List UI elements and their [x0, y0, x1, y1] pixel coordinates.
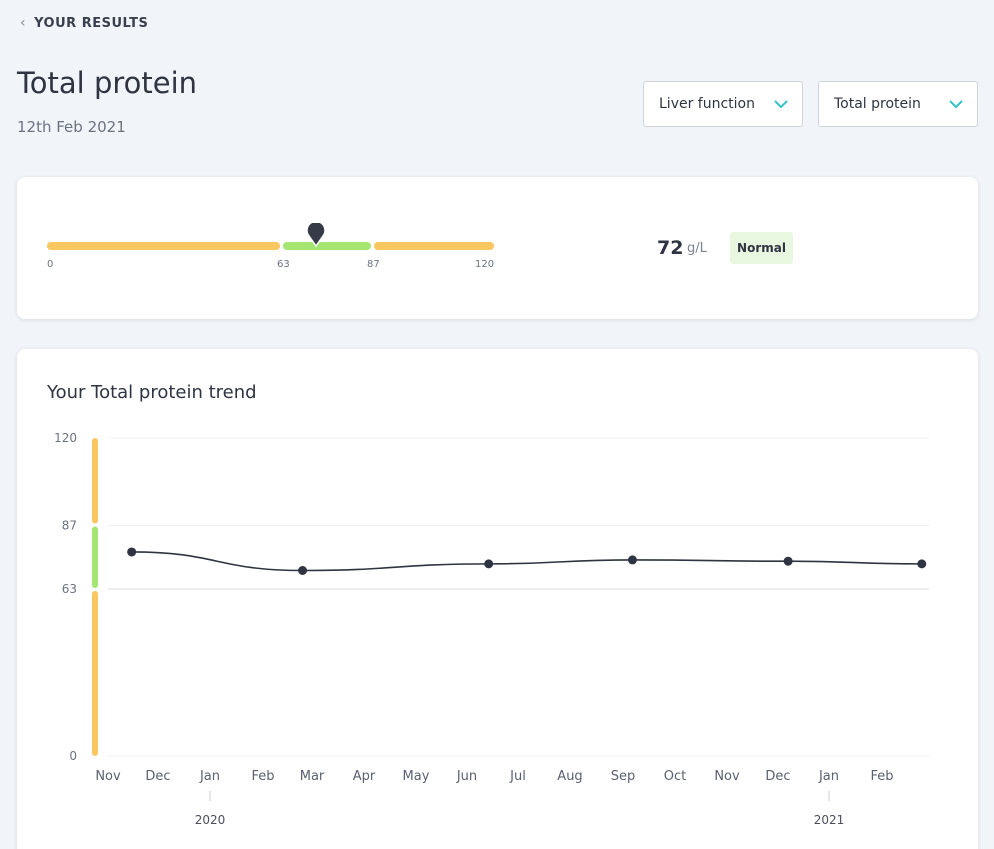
category-select[interactable]: Liver function — [643, 81, 803, 127]
range-bar-high — [374, 242, 494, 250]
trend-title: Your Total protein trend — [47, 382, 257, 403]
data-point — [127, 547, 137, 557]
data-point — [917, 559, 927, 569]
x-month-label: Jul — [509, 769, 526, 784]
range-bar-low — [47, 242, 280, 250]
y-range-normal — [92, 526, 98, 589]
x-month-label: Aug — [557, 769, 582, 784]
data-point — [783, 556, 793, 566]
result-date: 12th Feb 2021 — [17, 118, 126, 136]
y-range-low — [92, 591, 98, 756]
data-point — [484, 559, 494, 569]
y-tick-label: 87 — [62, 518, 77, 532]
trend-chart: 0 63 87 120 Nov Dec Jan Feb Mar Apr May Jun Jul Aug Se… — [54, 431, 929, 827]
x-month-label: Feb — [870, 769, 893, 784]
chevron-down-icon — [949, 99, 963, 108]
back-to-results-link[interactable]: ‹ YOUR RESULTS — [20, 15, 148, 31]
result-range-card: 0 63 87 120 72 g/L Normal — [17, 177, 978, 319]
x-month-label: Apr — [353, 769, 376, 784]
x-year-label: 2021 — [814, 813, 845, 827]
page-title: Total protein — [17, 66, 198, 100]
chevron-down-icon — [774, 99, 788, 108]
marker-select-value: Total protein — [834, 96, 921, 112]
x-month-label: Nov — [95, 769, 121, 784]
result-value: 72 — [657, 237, 684, 259]
x-month-label: Oct — [664, 769, 686, 784]
category-select-value: Liver function — [659, 96, 755, 112]
x-month-label: Jun — [456, 769, 477, 784]
x-month-label: Jan — [199, 769, 220, 784]
y-tick-label: 120 — [54, 431, 77, 445]
status-badge: Normal — [730, 232, 793, 264]
trend-line — [131, 551, 922, 572]
data-point — [298, 566, 308, 575]
y-range-high — [92, 438, 98, 524]
trend-card: Your Total protein trend 0 63 87 120 Nov Dec J… — [17, 349, 978, 849]
x-month-label: Mar — [300, 769, 325, 784]
range-tick-63: 63 — [277, 259, 290, 270]
y-tick-label: 0 — [69, 749, 77, 763]
x-month-label: May — [403, 769, 430, 784]
result-unit: g/L — [687, 241, 707, 256]
data-point — [627, 555, 637, 565]
x-month-label: Nov — [714, 769, 740, 784]
x-month-label: Dec — [765, 769, 790, 784]
x-month-label: Sep — [611, 769, 636, 784]
marker-select[interactable]: Total protein — [818, 81, 978, 127]
range-tick-87: 87 — [367, 259, 380, 270]
x-month-label: Jan — [818, 769, 839, 784]
result-marker-pin-icon — [306, 223, 326, 247]
range-tick-120: 120 — [475, 259, 495, 270]
chevron-left-icon: ‹ — [20, 15, 27, 31]
x-year-label: 2020 — [195, 813, 226, 827]
range-bar-normal — [283, 242, 371, 250]
back-label: YOUR RESULTS — [34, 15, 149, 31]
range-tick-0: 0 — [47, 259, 54, 270]
y-tick-label: 63 — [62, 582, 77, 596]
x-month-label: Feb — [251, 769, 274, 784]
x-month-label: Dec — [145, 769, 170, 784]
